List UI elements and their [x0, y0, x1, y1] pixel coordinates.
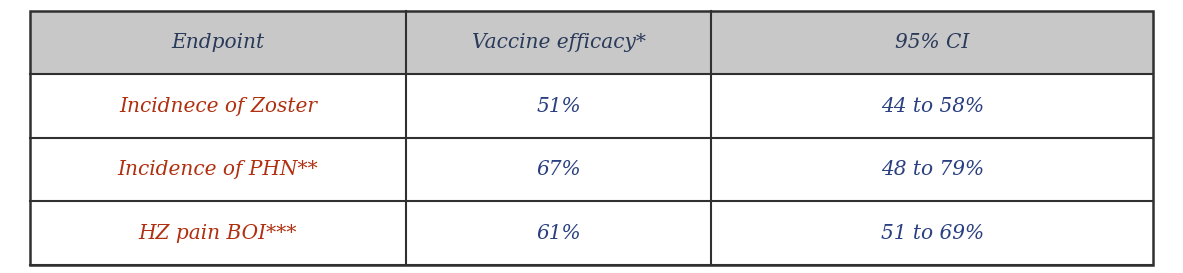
Bar: [30, 201, 1153, 265]
Text: Incidence of PHN**: Incidence of PHN**: [117, 160, 318, 179]
Bar: [30, 74, 1153, 138]
Bar: [30, 138, 1153, 201]
Text: 61%: 61%: [536, 224, 581, 243]
Text: 67%: 67%: [536, 160, 581, 179]
Text: 95% CI: 95% CI: [896, 33, 969, 52]
Text: Endpoint: Endpoint: [172, 33, 265, 52]
Text: 51%: 51%: [536, 97, 581, 116]
Bar: [30, 11, 1153, 74]
Text: Vaccine efficacy*: Vaccine efficacy*: [472, 33, 646, 52]
Text: 44 to 58%: 44 to 58%: [880, 97, 984, 116]
Text: 51 to 69%: 51 to 69%: [880, 224, 984, 243]
Text: 48 to 79%: 48 to 79%: [880, 160, 984, 179]
Text: HZ pain BOI***: HZ pain BOI***: [138, 224, 297, 243]
Text: Incidnece of Zoster: Incidnece of Zoster: [118, 97, 317, 116]
